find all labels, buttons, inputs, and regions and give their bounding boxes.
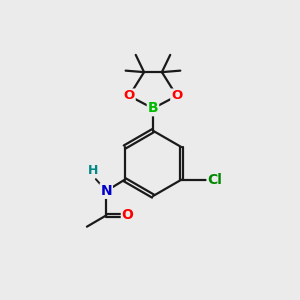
Text: O: O [124,89,135,102]
Text: N: N [100,184,112,198]
Text: O: O [122,208,134,222]
Text: Cl: Cl [207,173,222,187]
Text: O: O [171,89,182,102]
Text: B: B [148,101,158,116]
Text: H: H [88,164,99,177]
